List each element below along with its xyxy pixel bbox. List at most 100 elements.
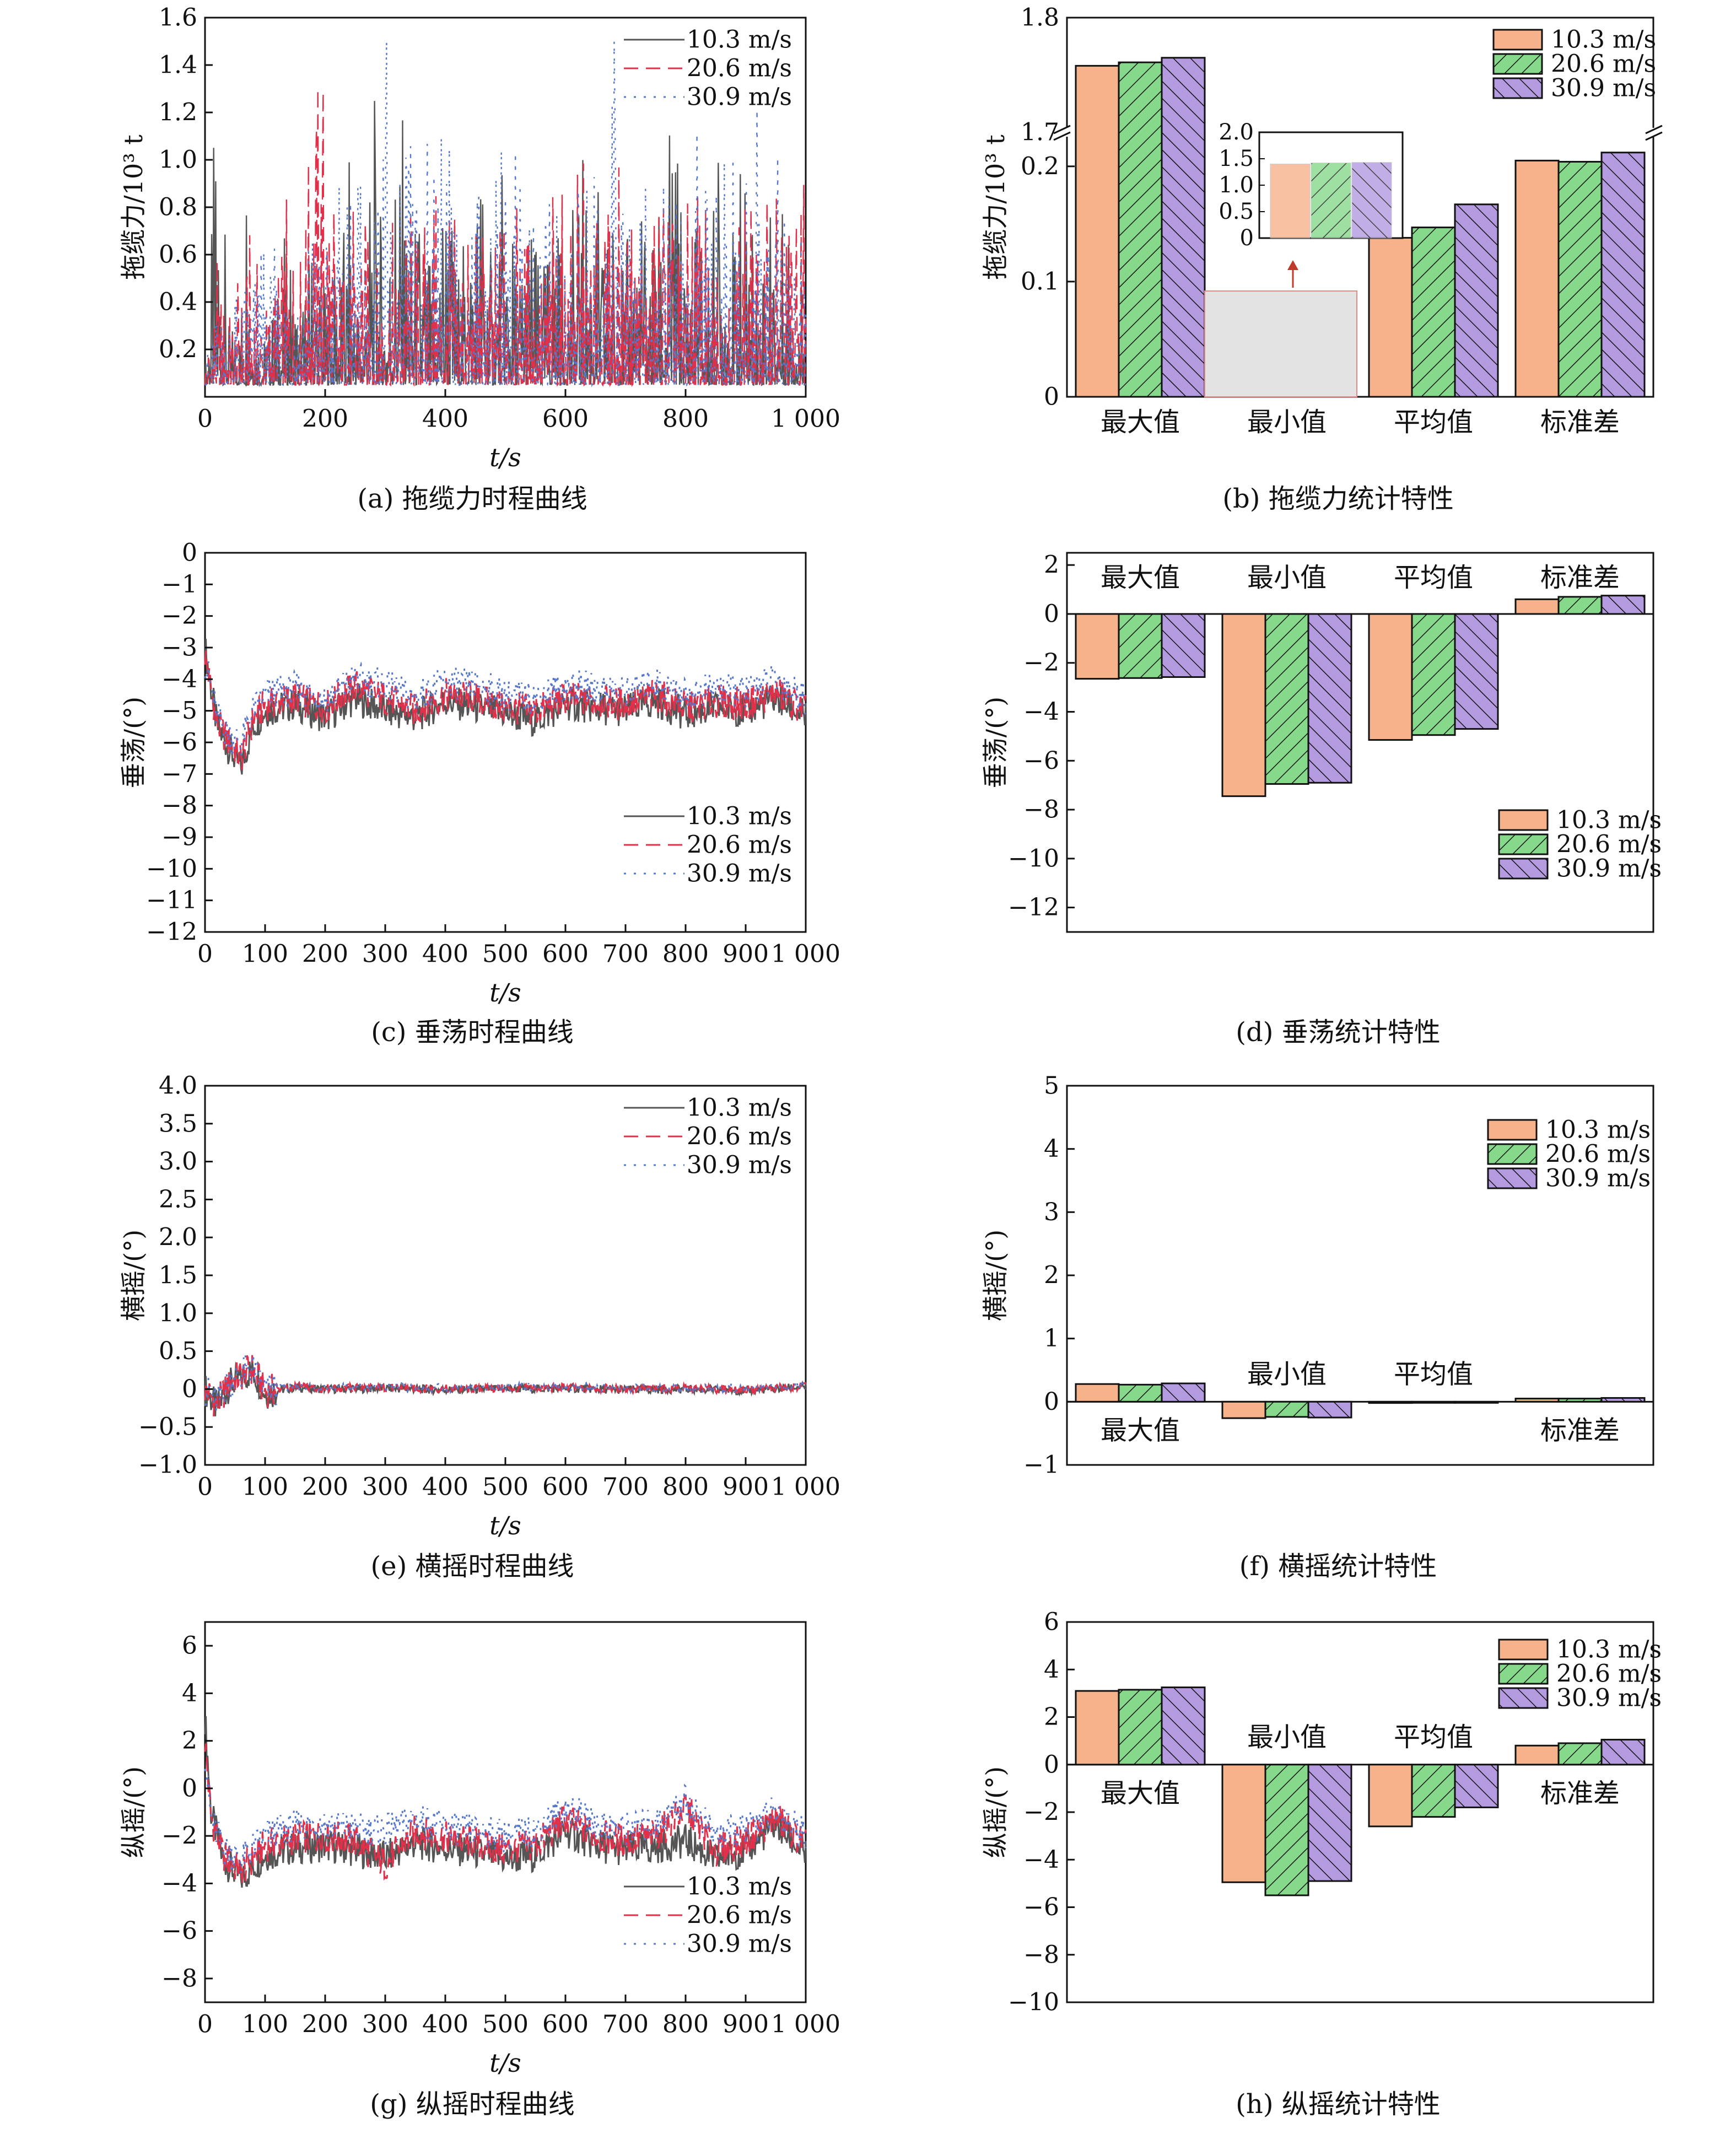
y-tick-label: 2 bbox=[1044, 1703, 1059, 1731]
x-tick-label: 700 bbox=[602, 1473, 649, 1501]
x-tick-label: 500 bbox=[482, 2011, 529, 2039]
line-chart-e: 0 100 200 300 400 500 600 700 800 900 1 000 −1.0 −0.… bbox=[118, 1072, 840, 1582]
legend-label-3: 30.9 m/s bbox=[687, 1151, 792, 1179]
y-tick-label: 4 bbox=[182, 1679, 197, 1707]
series-line-3 bbox=[204, 661, 807, 757]
y-axis-label: 拖缆力/10³ t bbox=[980, 134, 1010, 280]
y-tick-label: −10 bbox=[1008, 844, 1059, 872]
x-tick-label: 800 bbox=[662, 940, 709, 968]
y-tick-label: −2 bbox=[161, 602, 197, 630]
y-tick-label: −7 bbox=[161, 760, 197, 788]
bar-3 bbox=[1600, 595, 1646, 615]
y-tick-label: −2 bbox=[161, 1822, 197, 1850]
x-tick-label: 100 bbox=[242, 940, 288, 968]
bar-3 bbox=[1454, 1400, 1499, 1404]
series-line-1 bbox=[204, 1716, 807, 1888]
inset-y-tick-label: 0 bbox=[1240, 225, 1254, 251]
y-tick-label: −9 bbox=[161, 823, 197, 852]
bar-2 bbox=[1411, 613, 1456, 736]
inset-y-tick-label: 1.0 bbox=[1219, 173, 1254, 198]
category-label: 最大值 bbox=[1101, 1415, 1180, 1446]
y-tick-label: −6 bbox=[161, 729, 197, 757]
y-tick-label: −2 bbox=[1023, 1798, 1059, 1826]
y-tick-label: 1.6 bbox=[159, 4, 197, 32]
panel-caption: (d) 垂荡统计特性 bbox=[1236, 1017, 1440, 1048]
legend-label-3: 30.9 m/s bbox=[1545, 1165, 1651, 1193]
bar-2 bbox=[1411, 1400, 1456, 1404]
y-tick-label: 3.0 bbox=[159, 1147, 197, 1176]
category-label: 平均值 bbox=[1394, 1722, 1473, 1753]
legend-swatch-2 bbox=[1492, 53, 1543, 75]
bar-2 bbox=[1118, 613, 1163, 679]
x-tick-label: 1 000 bbox=[771, 940, 840, 968]
bar-3 bbox=[1307, 613, 1352, 784]
bar-3 bbox=[1161, 613, 1206, 678]
bar-1 bbox=[1075, 613, 1120, 680]
x-tick-label: 600 bbox=[542, 1473, 589, 1501]
category-label: 平均值 bbox=[1394, 562, 1473, 593]
bar-1 bbox=[1368, 1400, 1413, 1404]
x-tick-label: 300 bbox=[362, 1473, 408, 1501]
line-chart-c: 0 100 200 300 400 500 600 700 800 900 1 000 0 −1 −2 −3… bbox=[118, 539, 840, 1048]
y-tick-label: −4 bbox=[161, 1869, 197, 1898]
legend-swatch-3 bbox=[1487, 1167, 1538, 1189]
inset-bar-1 bbox=[1270, 164, 1311, 239]
category-label: 平均值 bbox=[1394, 1359, 1473, 1389]
legend-label-2: 20.6 m/s bbox=[687, 1123, 792, 1151]
bar-3 bbox=[1307, 1400, 1352, 1419]
bar-1 bbox=[1075, 1383, 1120, 1403]
y-tick-label: 1.4 bbox=[159, 51, 197, 79]
axis-break-right bbox=[1642, 128, 1670, 137]
y-tick-label: 2.0 bbox=[159, 1224, 197, 1252]
legend-label-1: 10.3 m/s bbox=[1556, 1636, 1662, 1664]
x-tick-label: 600 bbox=[542, 2011, 589, 2039]
bar-2 bbox=[1264, 1400, 1309, 1418]
bar-1 bbox=[1221, 613, 1266, 797]
y-tick-label: 0.2 bbox=[1021, 152, 1059, 180]
bar-2 bbox=[1411, 227, 1456, 398]
bar-1 bbox=[1221, 1764, 1266, 1883]
x-tick-label: 0 bbox=[197, 405, 213, 433]
y-tick-label: 5 bbox=[1044, 1072, 1059, 1100]
category-label: 最大值 bbox=[1101, 1778, 1180, 1809]
y-tick-label: −4 bbox=[1023, 698, 1059, 726]
inset-chart: 00.51.01.52.0 bbox=[1204, 120, 1404, 397]
panel-caption: (f) 横摇统计特性 bbox=[1239, 1551, 1437, 1582]
x-tick-label: 400 bbox=[422, 940, 468, 968]
bar-3 bbox=[1454, 203, 1499, 398]
x-tick-label: 600 bbox=[542, 405, 589, 433]
bar-2 bbox=[1557, 596, 1603, 615]
y-tick-label: −1 bbox=[161, 570, 197, 599]
bar-3 bbox=[1161, 1382, 1206, 1403]
panel-caption: (g) 纵摇时程曲线 bbox=[370, 2089, 574, 2120]
y-tick-label: 6 bbox=[1044, 1608, 1059, 1636]
x-tick-label: 300 bbox=[362, 2011, 408, 2039]
line-chart-g: 0 100 200 300 400 500 600 700 800 900 1 000 6 4 2 0 −2 −… bbox=[118, 1621, 840, 2120]
x-tick-label: 500 bbox=[482, 940, 529, 968]
y-tick-label: −4 bbox=[161, 665, 197, 693]
bar-3 bbox=[1161, 1686, 1206, 1766]
y-axis-label: 横摇/(°) bbox=[118, 1230, 148, 1321]
legend-label-2: 20.6 m/s bbox=[687, 1901, 792, 1930]
y-tick-label: 0 bbox=[1044, 383, 1059, 411]
y-tick-label: −8 bbox=[161, 1964, 197, 1992]
y-axis-label: 垂荡/(°) bbox=[980, 697, 1010, 788]
legend-swatch-3 bbox=[1498, 1687, 1549, 1709]
legend-label-2: 20.6 m/s bbox=[1556, 831, 1662, 859]
legend-swatch-2 bbox=[1498, 833, 1549, 855]
panel-caption: (b) 拖缆力统计特性 bbox=[1222, 483, 1453, 514]
bar-2 bbox=[1557, 160, 1603, 398]
bar-3 bbox=[1600, 1738, 1646, 1766]
legend-label-3: 30.9 m/s bbox=[1556, 855, 1662, 883]
legend-label-1: 10.3 m/s bbox=[1556, 806, 1662, 834]
bar-1 bbox=[1075, 64, 1120, 398]
bar-1 bbox=[1221, 1400, 1266, 1419]
bar-3 bbox=[1307, 1764, 1352, 1882]
line-chart-a: 0 200 400 600 800 1 000 0.2 0.4 0.6 0.8 1.0 1.2 1.4 1… bbox=[118, 4, 840, 515]
y-tick-label: 2 bbox=[182, 1727, 197, 1755]
inset-source-box bbox=[1204, 290, 1357, 397]
category-label: 标准差 bbox=[1540, 562, 1620, 593]
category-label: 最小值 bbox=[1247, 1359, 1327, 1389]
x-tick-label: 500 bbox=[482, 1473, 529, 1501]
